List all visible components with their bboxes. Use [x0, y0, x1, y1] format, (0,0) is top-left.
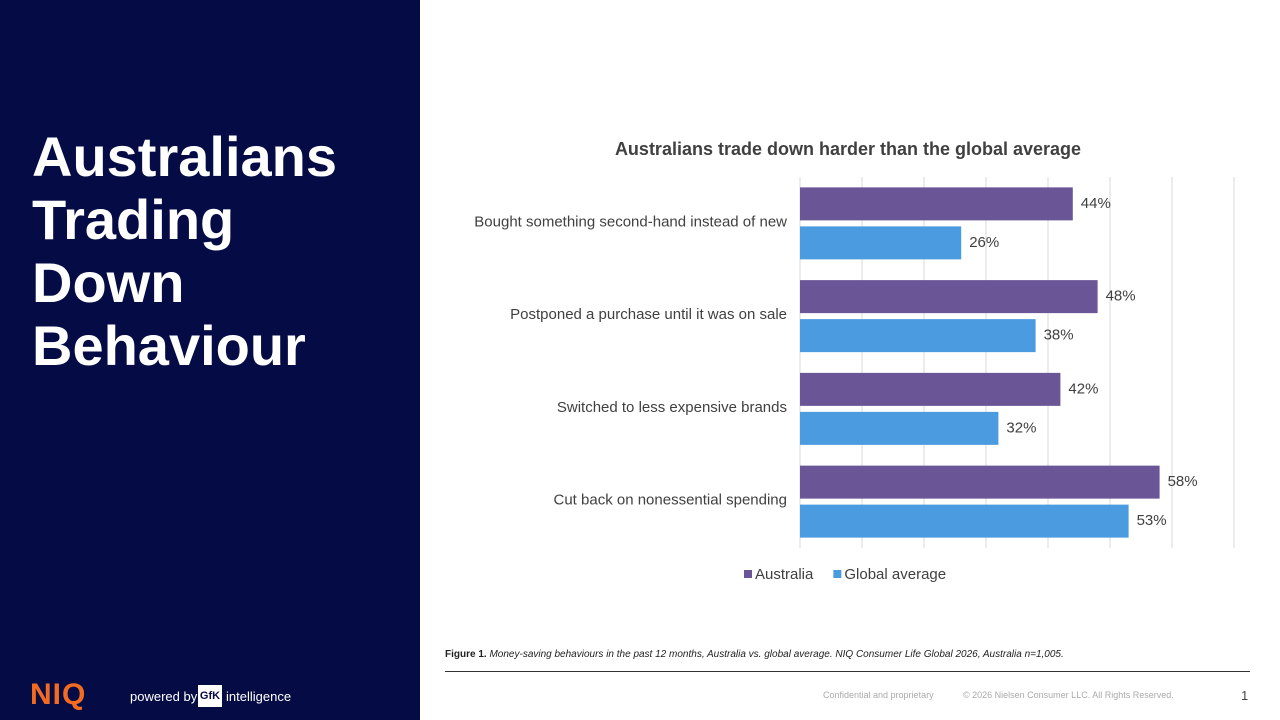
chart-title: Australians trade down harder than the g…: [615, 139, 1081, 159]
footer-rule: [445, 671, 1250, 672]
slide-title: Australians Trading Down Behaviour: [32, 125, 337, 377]
gfk-logo: GfK: [198, 685, 222, 707]
bar: [800, 319, 1036, 353]
copyright: © 2026 Nielsen Consumer LLC. All Rights …: [963, 690, 1174, 700]
side-panel: Australians Trading Down Behaviour NIQ p…: [0, 0, 420, 720]
value-label: 48%: [1106, 288, 1136, 305]
category-label: Cut back on nonessential spending: [554, 492, 788, 509]
bar: [800, 187, 1073, 221]
confidential: Confidential and proprietary: [823, 690, 934, 700]
page-number: 1: [1241, 688, 1249, 703]
value-label: 58%: [1168, 473, 1198, 490]
bar: [800, 504, 1129, 538]
legend-label: Global average: [844, 566, 946, 583]
value-label: 26%: [969, 234, 999, 251]
bar: [800, 226, 962, 260]
value-label: 44%: [1081, 195, 1111, 212]
title-line: Behaviour: [32, 314, 306, 377]
title-line: Down: [32, 251, 185, 314]
intelligence: intelligence: [226, 689, 292, 704]
legend-label: Australia: [755, 566, 814, 583]
bar: [800, 411, 999, 445]
bar: [800, 280, 1098, 314]
title-line: Australians: [32, 125, 337, 188]
value-label: 42%: [1068, 380, 1098, 397]
title-line: Trading: [32, 188, 235, 251]
bar: [800, 465, 1160, 499]
legend-swatch: [744, 570, 752, 578]
caption-label: Figure 1.: [445, 649, 487, 660]
powered-by: powered by: [130, 689, 198, 704]
brand-logo: NIQ: [30, 678, 87, 711]
caption: Figure 1. Money-saving behaviours in the…: [445, 649, 1064, 660]
bar: [800, 372, 1061, 406]
value-label: 38%: [1044, 327, 1074, 344]
category-label: Bought something second-hand instead of …: [474, 213, 787, 230]
caption-text: Money-saving behaviours in the past 12 m…: [489, 649, 1064, 660]
value-label: 53%: [1137, 512, 1167, 529]
value-label: 32%: [1006, 419, 1036, 436]
category-label: Switched to less expensive brands: [557, 399, 787, 416]
category-label: Postponed a purchase until it was on sal…: [510, 306, 787, 323]
legend-swatch: [833, 570, 842, 578]
